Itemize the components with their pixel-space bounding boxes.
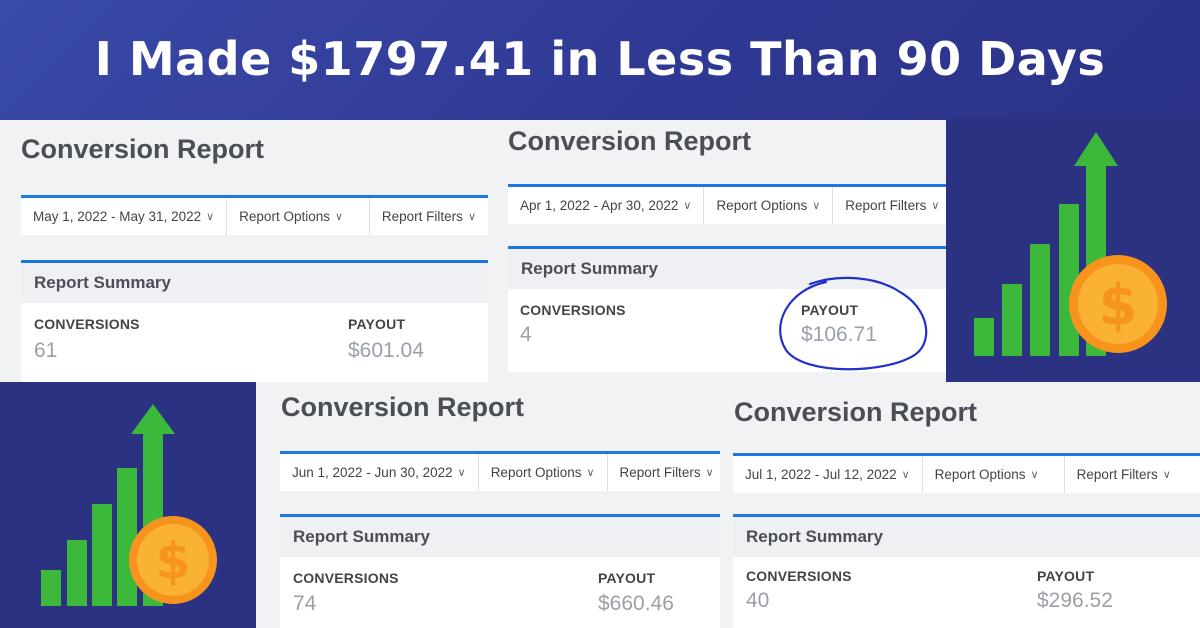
summary-title: Report Summary bbox=[280, 517, 720, 557]
chevron-down-icon: ∨ bbox=[467, 211, 476, 223]
chevron-down-icon: ∨ bbox=[683, 200, 692, 212]
headline: I Made $1797.41 in Less Than 90 Days bbox=[94, 32, 1106, 86]
date-range-label: Jun 1, 2022 - Jun 30, 2022 bbox=[292, 465, 453, 480]
report-title: Conversion Report bbox=[734, 397, 978, 427]
filter-bar: Jun 1, 2022 - Jun 30, 2022 ∨ Report Optio… bbox=[280, 451, 720, 491]
date-range-label: Apr 1, 2022 - Apr 30, 2022 bbox=[520, 198, 679, 213]
chevron-down-icon: ∨ bbox=[206, 211, 215, 223]
payout-label: PAYOUT bbox=[801, 302, 859, 318]
conversions-label: CONVERSIONS bbox=[34, 316, 140, 332]
report-filters-label: Report Filters bbox=[381, 209, 463, 224]
payout-label: PAYOUT bbox=[598, 570, 656, 586]
report-title: Conversion Report bbox=[281, 392, 525, 422]
report-filters-dropdown[interactable]: Report Filters ∨ bbox=[1065, 456, 1183, 493]
chevron-down-icon: ∨ bbox=[334, 211, 344, 223]
svg-text:$: $ bbox=[156, 532, 191, 590]
report-panel-jul: Conversion Report Jul 1, 2022 - Jul 12, … bbox=[720, 382, 1200, 628]
report-filters-label: Report Filters bbox=[1076, 467, 1158, 482]
conversions-label: CONVERSIONS bbox=[746, 568, 852, 584]
summary-title: Report Summary bbox=[21, 263, 488, 303]
growth-chart-dollar-icon: $ bbox=[946, 118, 1200, 382]
filter-bar: May 1, 2022 - May 31, 2022 ∨ Report Optio… bbox=[21, 195, 488, 235]
conversions-value: 61 bbox=[34, 339, 58, 362]
date-range-dropdown[interactable]: Apr 1, 2022 - Apr 30, 2022 ∨ bbox=[508, 187, 705, 224]
report-title: Conversion Report bbox=[21, 134, 265, 164]
conversions-value: 4 bbox=[520, 323, 532, 346]
report-options-label: Report Options bbox=[934, 467, 1026, 482]
chevron-down-icon: ∨ bbox=[586, 467, 595, 479]
date-range-label: Jul 1, 2022 - Jul 12, 2022 bbox=[745, 467, 897, 482]
report-panel-may: Conversion Report May 1, 2022 - May 31, … bbox=[0, 120, 488, 382]
report-summary: Report Summary CONVERSIONS 4 PAYOUT $106… bbox=[508, 246, 946, 372]
report-options-dropdown[interactable]: Report Options ∨ bbox=[923, 456, 1065, 493]
conversions-value: 74 bbox=[293, 592, 317, 615]
report-options-label: Report Options bbox=[490, 465, 582, 480]
report-panel-apr: Conversion Report Apr 1, 2022 - Apr 30, … bbox=[488, 120, 946, 382]
summary-title: Report Summary bbox=[733, 517, 1200, 557]
report-options-dropdown[interactable]: Report Options ∨ bbox=[479, 454, 608, 491]
report-options-label: Report Options bbox=[239, 209, 330, 224]
chevron-down-icon: ∨ bbox=[705, 467, 714, 479]
report-options-dropdown[interactable]: Report Options ∨ bbox=[227, 198, 370, 235]
conversions-label: CONVERSIONS bbox=[293, 570, 399, 586]
conversions-label: CONVERSIONS bbox=[520, 302, 626, 318]
date-range-dropdown[interactable]: Jun 1, 2022 - Jun 30, 2022 ∨ bbox=[280, 454, 479, 491]
payout-value: $296.52 bbox=[1037, 589, 1113, 612]
payout-value: $660.46 bbox=[598, 592, 674, 615]
payout-label: PAYOUT bbox=[348, 316, 406, 332]
report-filters-dropdown[interactable]: Report Filters ∨ bbox=[833, 187, 946, 224]
report-options-dropdown[interactable]: Report Options ∨ bbox=[704, 187, 834, 224]
filter-bar: Jul 1, 2022 - Jul 12, 2022 ∨ Report Optio… bbox=[733, 453, 1200, 493]
summary-title: Report Summary bbox=[508, 249, 946, 289]
report-summary: Report Summary CONVERSIONS 74 PAYOUT $66… bbox=[280, 514, 720, 628]
report-title: Conversion Report bbox=[508, 126, 752, 156]
svg-text:$: $ bbox=[1099, 273, 1138, 338]
report-summary: Report Summary CONVERSIONS 40 PAYOUT $29… bbox=[733, 514, 1200, 628]
conversions-value: 40 bbox=[746, 589, 770, 612]
report-filters-dropdown[interactable]: Report Filters ∨ bbox=[608, 454, 720, 491]
report-panel-jun: Conversion Report Jun 1, 2022 - Jun 30, … bbox=[256, 382, 720, 628]
payout-value: $601.04 bbox=[348, 339, 424, 362]
payout-value: $106.71 bbox=[801, 323, 877, 346]
payout-label: PAYOUT bbox=[1037, 568, 1095, 584]
report-filters-dropdown[interactable]: Report Filters ∨ bbox=[370, 198, 488, 235]
report-filters-label: Report Filters bbox=[845, 198, 927, 213]
filter-bar: Apr 1, 2022 - Apr 30, 2022 ∨ Report Optio… bbox=[508, 184, 946, 224]
growth-chart-dollar-icon: $ bbox=[0, 382, 256, 628]
date-range-dropdown[interactable]: Jul 1, 2022 - Jul 12, 2022 ∨ bbox=[733, 456, 923, 493]
report-options-label: Report Options bbox=[716, 198, 808, 213]
chevron-down-icon: ∨ bbox=[1030, 469, 1039, 481]
chevron-down-icon: ∨ bbox=[931, 200, 940, 212]
chevron-down-icon: ∨ bbox=[812, 200, 821, 212]
chevron-down-icon: ∨ bbox=[457, 467, 466, 479]
date-range-label: May 1, 2022 - May 31, 2022 bbox=[33, 209, 202, 224]
chevron-down-icon: ∨ bbox=[901, 469, 910, 481]
report-filters-label: Report Filters bbox=[619, 465, 701, 480]
date-range-dropdown[interactable]: May 1, 2022 - May 31, 2022 ∨ bbox=[21, 198, 228, 235]
report-summary: Report Summary CONVERSIONS 61 PAYOUT $60… bbox=[21, 260, 488, 382]
chevron-down-icon: ∨ bbox=[1162, 469, 1171, 481]
